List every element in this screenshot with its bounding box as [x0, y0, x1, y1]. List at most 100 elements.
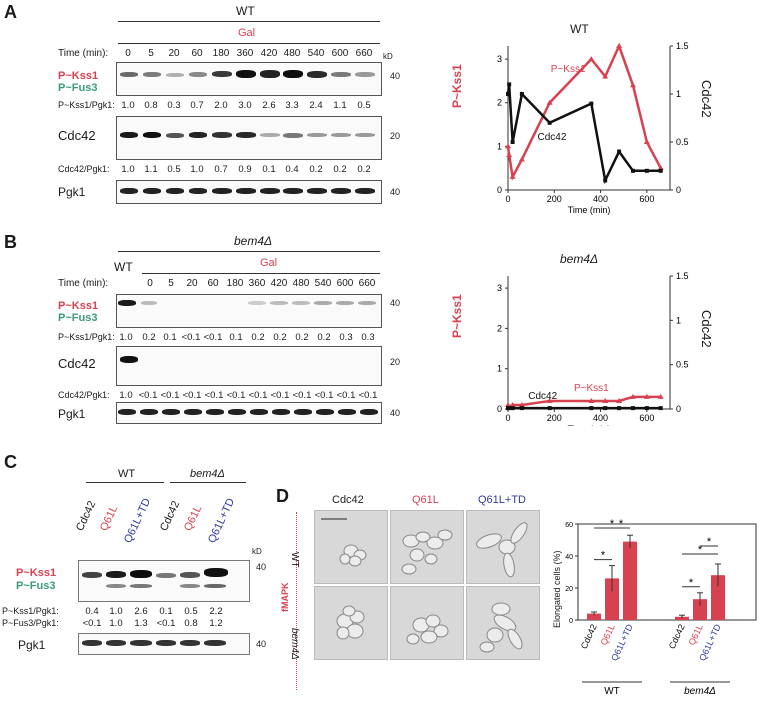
band [120, 188, 138, 194]
group-label-bem4: bem4Δ [684, 686, 716, 697]
time-180: 180 [212, 48, 230, 59]
ratio: 1.3 [134, 618, 148, 629]
panel-a-time-label: Time (min): [58, 48, 109, 59]
data-point-kss1 [616, 43, 623, 48]
ratio: 2.4 [309, 100, 323, 111]
cells-icon [401, 529, 453, 575]
panel-c-kss1-blot [78, 560, 250, 602]
ratio: 0.2 [273, 332, 287, 343]
ratio: <0.1 [138, 390, 158, 401]
micrograph-wt-q61l-td [466, 510, 540, 584]
band [106, 584, 126, 588]
bar [693, 599, 707, 620]
ratio: <0.1 [336, 390, 356, 401]
time: 480 [292, 278, 310, 289]
ratio: 1.1 [333, 100, 347, 111]
data-point-kss1 [588, 56, 595, 62]
y-tick-label-left: 2 [497, 98, 502, 108]
panel-b-gal-line [142, 273, 380, 274]
panel-b-kss1-label: P~Kss1 [58, 300, 99, 312]
time-600: 600 [331, 48, 349, 59]
time-20: 20 [168, 48, 180, 59]
ratio: 0.1 [262, 164, 276, 175]
data-point-kss1 [629, 82, 636, 88]
micrograph-bem4-q61l-td [466, 586, 540, 660]
data-point-kss1 [546, 99, 553, 105]
data-point-kss1 [643, 139, 650, 144]
band [180, 584, 200, 588]
ratio: <0.1 [203, 332, 223, 343]
band [307, 133, 327, 137]
band [140, 409, 158, 415]
annotation-cdc42: Cdc42 [538, 132, 567, 143]
ratio: 0.4 [85, 606, 99, 617]
data-point-cdc42 [547, 120, 552, 125]
ratio: 0.2 [317, 332, 331, 343]
ratio: 0.5 [167, 164, 181, 175]
time: 420 [270, 278, 288, 289]
panel-a-kd: kD [383, 52, 393, 61]
panel-b-header: bem4Δ [234, 234, 273, 248]
data-point-kss1 [509, 401, 516, 407]
bar-category-label: Q61L [598, 623, 616, 647]
data-point-cdc42 [644, 168, 649, 173]
y-tick-label: 40 [565, 554, 573, 561]
panel-a-cdc42-blot [116, 116, 382, 160]
time: 360 [248, 278, 266, 289]
band [184, 409, 202, 415]
y-tick-label-left: 2 [497, 323, 502, 333]
band [283, 70, 303, 78]
panel-b-marker-20: 20 [390, 357, 401, 367]
band [355, 133, 375, 137]
panel-c-group-wt: WT [118, 468, 136, 480]
plot-frame [577, 523, 757, 621]
data-point-cdc42 [603, 178, 608, 183]
data-point-cdc42 [644, 406, 649, 411]
band [270, 301, 288, 305]
ratio: <0.1 [160, 390, 180, 401]
band [260, 188, 280, 194]
panel-b-time-label: Time (min): [58, 278, 109, 289]
annotation-kss1: P~Kss1 [574, 383, 609, 394]
ratio: 0.5 [184, 606, 198, 617]
ratio: <0.1 [204, 390, 224, 401]
data-point-cdc42 [658, 168, 663, 173]
bar [675, 616, 689, 620]
panel-a-gal-line [118, 43, 380, 44]
panel-b-fus3-label: P~Fus3 [58, 312, 98, 324]
x-tick-label: 400 [593, 413, 608, 423]
x-tick-label: 600 [639, 413, 654, 423]
cells-icon [476, 522, 528, 578]
y-tick-label-left: 1 [497, 141, 502, 151]
ratio: 0.7 [190, 100, 204, 111]
band [180, 572, 200, 578]
ratio: 1.0 [109, 606, 123, 617]
band [120, 132, 138, 138]
band [130, 640, 152, 646]
cells-icon [336, 605, 365, 640]
band [166, 133, 184, 138]
ratio: 2.0 [214, 100, 228, 111]
y-tick-label-left: 3 [497, 283, 502, 293]
panel-c-group-bem4-line [170, 482, 246, 483]
band [338, 409, 356, 415]
time: 660 [358, 278, 376, 289]
y-tick-label: 0 [569, 618, 573, 625]
chart-b: 0 1 2 3 0 0.5 1 1.5 0 200 400 600 Time (min) P~Kss1 Cd… [497, 271, 689, 426]
data-point-kss1 [506, 152, 513, 158]
band [130, 570, 152, 578]
ratio: 1.1 [144, 164, 158, 175]
x-tick-label: 0 [505, 413, 510, 423]
significance-star: * [610, 518, 615, 530]
ratio: 1.0 [121, 164, 135, 175]
band [236, 132, 256, 138]
y-tick-label-left: 3 [497, 54, 502, 64]
data-point-kss1 [602, 397, 609, 403]
panel-a-header: WT [236, 4, 255, 18]
ratio: 0.1 [159, 606, 173, 617]
panel-a-gal-label: Gal [238, 27, 256, 39]
data-point-cdc42 [547, 406, 552, 411]
data-point-cdc42 [507, 406, 512, 411]
band [336, 301, 354, 305]
